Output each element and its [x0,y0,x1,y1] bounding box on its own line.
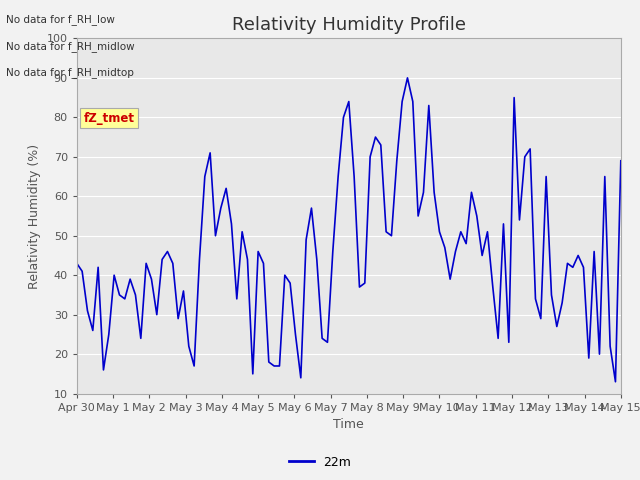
Text: No data for f_RH_midtop: No data for f_RH_midtop [6,67,134,78]
Text: No data for f_RH_low: No data for f_RH_low [6,14,115,25]
Text: No data for f_RH_midlow: No data for f_RH_midlow [6,41,135,52]
Y-axis label: Relativity Humidity (%): Relativity Humidity (%) [28,144,41,288]
Title: Relativity Humidity Profile: Relativity Humidity Profile [232,16,466,34]
Text: fZ_tmet: fZ_tmet [84,112,135,125]
X-axis label: Time: Time [333,418,364,431]
Legend: 22m: 22m [284,451,356,474]
